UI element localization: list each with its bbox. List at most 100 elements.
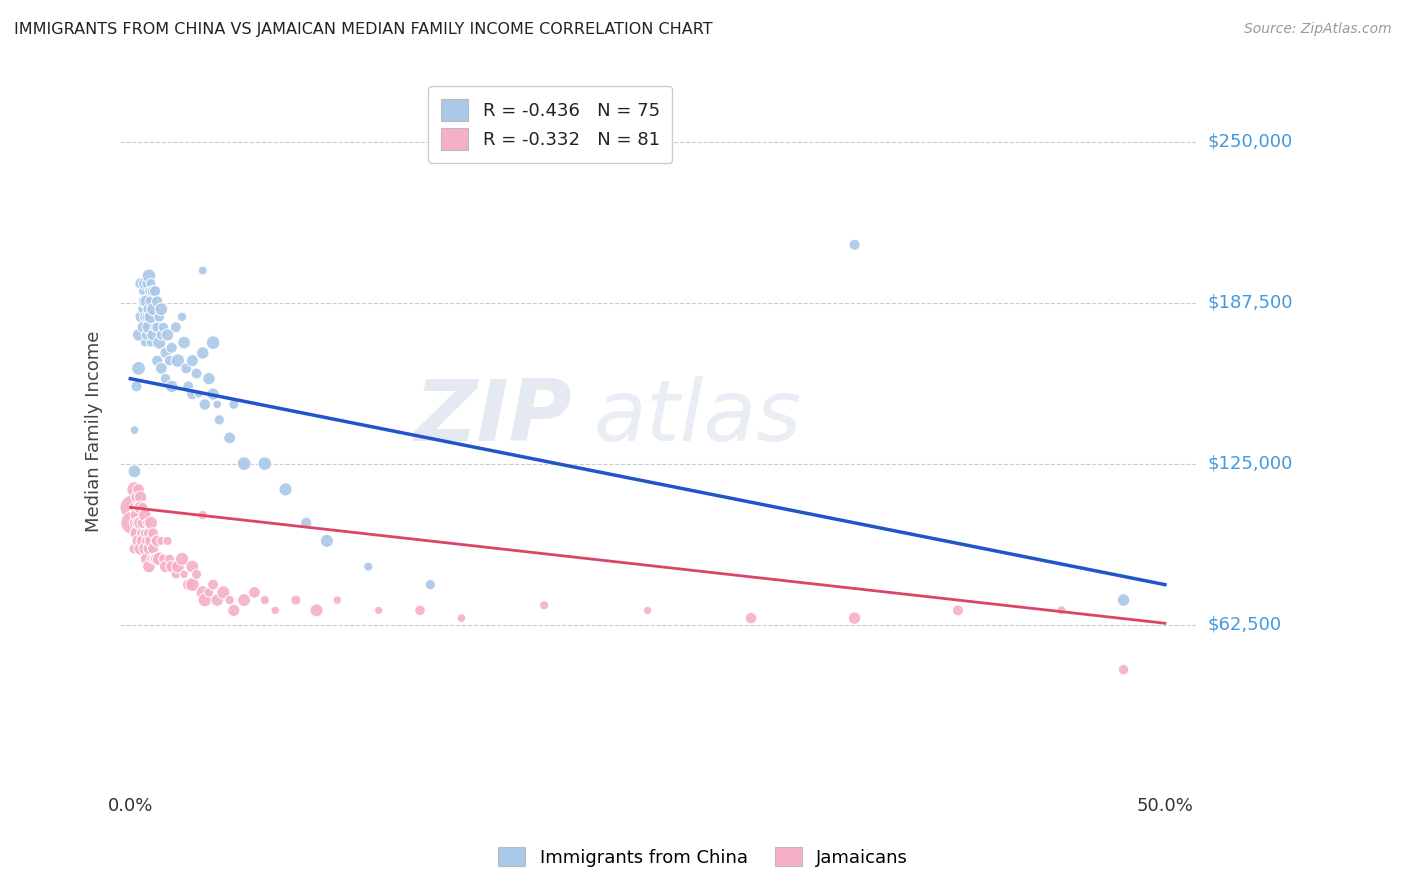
Point [142,302,165,317]
Point [142,526,165,541]
Point [139,294,162,309]
Point [284,593,307,607]
Point [129,500,152,515]
Point [150,327,173,342]
Point [155,346,177,360]
Point [138,284,160,298]
Point [253,457,276,471]
Text: IMMIGRANTS FROM CHINA VS JAMAICAN MEDIAN FAMILY INCOME CORRELATION CHART: IMMIGRANTS FROM CHINA VS JAMAICAN MEDIAN… [14,22,713,37]
Point [129,516,152,530]
Point [132,284,155,298]
Point [138,320,160,334]
Point [305,603,328,617]
Point [167,353,190,368]
Point [367,603,389,617]
Point [129,541,152,556]
Point [165,320,187,334]
Point [167,559,190,574]
Point [129,277,152,291]
Point [170,552,193,566]
Point [165,567,187,582]
Point [148,335,170,350]
Point [128,533,150,548]
Point [125,490,148,504]
Point [139,277,162,291]
Point [139,335,162,350]
Point [155,559,177,574]
Point [146,320,169,334]
Point [637,603,659,617]
Point [132,516,155,530]
Text: $250,000: $250,000 [1208,133,1292,151]
Point [1112,593,1135,607]
Point [139,552,162,566]
Point [198,372,221,386]
Point [135,552,157,566]
Point [142,284,165,298]
Point [134,310,156,324]
Point [143,533,166,548]
Point [409,603,432,617]
Point [132,533,155,548]
Point [143,552,166,566]
Point [124,526,146,541]
Point [135,310,157,324]
Point [1112,663,1135,677]
Point [194,593,217,607]
Point [134,541,156,556]
Point [129,310,152,324]
Point [177,577,200,591]
Point [135,516,157,530]
Point [181,559,204,574]
Point [138,268,160,283]
Text: $187,500: $187,500 [1208,293,1292,311]
Point [125,526,148,541]
Point [139,516,162,530]
Point [222,397,245,411]
Point [160,341,183,355]
Point [315,533,337,548]
Point [173,567,195,582]
Point [129,526,152,541]
Point [170,310,193,324]
Point [132,302,155,317]
Point [146,533,169,548]
Point [156,533,179,548]
Point [419,577,441,591]
Point [124,516,146,530]
Point [146,353,169,368]
Point [357,559,380,574]
Point [205,397,228,411]
Point [138,559,160,574]
Point [218,431,240,445]
Point [194,397,217,411]
Text: ZIP: ZIP [415,376,572,458]
Point [142,541,165,556]
Point [844,237,866,252]
Point [124,500,146,515]
Point [124,423,146,437]
Point [222,603,245,617]
Point [253,593,276,607]
Text: $62,500: $62,500 [1208,615,1281,633]
Point [205,593,228,607]
Point [243,585,266,599]
Point [174,361,197,376]
Point [128,500,150,515]
Point [177,379,200,393]
Point [198,585,221,599]
Point [138,302,160,317]
Point [181,353,204,368]
Point [202,335,225,350]
Point [202,577,225,591]
Point [128,483,150,497]
Point [142,327,165,342]
Point [146,552,169,566]
Point [186,567,208,582]
Point [156,327,179,342]
Point [143,284,166,298]
Point [740,611,762,625]
Point [533,599,555,613]
Point [191,263,214,277]
Point [128,516,150,530]
